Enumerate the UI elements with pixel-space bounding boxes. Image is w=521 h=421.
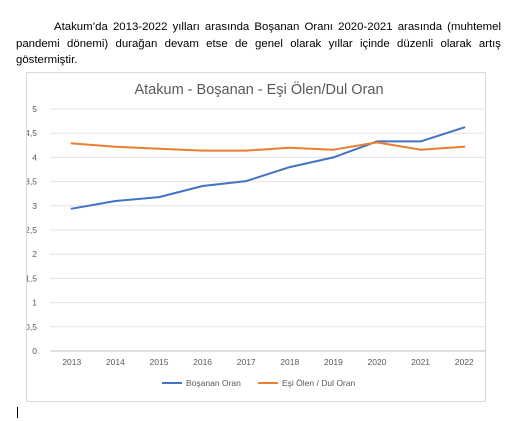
y-tick-label: 0,5 (27, 322, 37, 332)
chart-container[interactable]: Atakum - Boşanan - Eşi Ölen/Dul Oran 0 0,… (26, 72, 486, 402)
series-line (70, 141, 466, 152)
data-point (114, 199, 117, 202)
data-point (158, 196, 160, 199)
y-tick-label: 2 (32, 249, 37, 259)
data-point (288, 166, 291, 169)
y-tick-label: 1 (32, 298, 37, 308)
x-tick-label: 2016 (193, 357, 212, 367)
x-tick-label: 2019 (324, 357, 343, 367)
y-tick-label: 3 (32, 201, 37, 211)
data-point (463, 126, 466, 129)
series-line (70, 126, 466, 210)
x-tick-label: 2018 (280, 357, 299, 367)
x-tick-label: 2014 (106, 357, 125, 367)
data-point (201, 184, 204, 187)
data-point (245, 180, 248, 183)
data-point (201, 149, 204, 152)
data-point (114, 145, 117, 148)
description-text: Atakum’da 2013-2022 yılları arasında Boş… (16, 21, 501, 67)
y-tick-label: 2,5 (27, 225, 37, 235)
data-point (419, 140, 422, 143)
x-tick-label: 2015 (150, 357, 169, 367)
y-tick-label: 3,5 (27, 177, 37, 187)
x-tick-label: 2017 (237, 357, 256, 367)
x-tick-label: 2013 (62, 357, 81, 367)
y-tick-label: 5 (32, 104, 37, 114)
y-tick-label: 0 (32, 346, 37, 356)
data-point (245, 149, 248, 152)
legend-label: Eşi Ölen / Dul Oran (282, 378, 355, 388)
data-point (332, 148, 335, 151)
legend-label: Boşanan Oran (186, 378, 241, 388)
description-paragraph: Atakum’da 2013-2022 yılları arasında Boş… (16, 19, 501, 69)
y-tick-label: 4,5 (27, 128, 37, 138)
data-point (419, 148, 422, 151)
chart-title: Atakum - Boşanan - Eşi Ölen/Dul Oran (134, 80, 383, 98)
data-point (332, 156, 335, 159)
y-tick-label: 4 (32, 152, 37, 162)
x-tick-label: 2020 (368, 357, 387, 367)
line-chart: Atakum - Boşanan - Eşi Ölen/Dul Oran 0 0,… (27, 80, 486, 388)
y-tick-label: 1,5 (27, 273, 37, 283)
data-point (288, 146, 291, 149)
data-point (70, 207, 73, 210)
data-point (70, 142, 73, 145)
x-tick-label: 2021 (411, 357, 430, 367)
data-point (158, 147, 160, 150)
data-point (463, 145, 466, 148)
data-point (376, 141, 378, 144)
text-cursor (17, 407, 18, 418)
x-tick-label: 2022 (455, 357, 474, 367)
